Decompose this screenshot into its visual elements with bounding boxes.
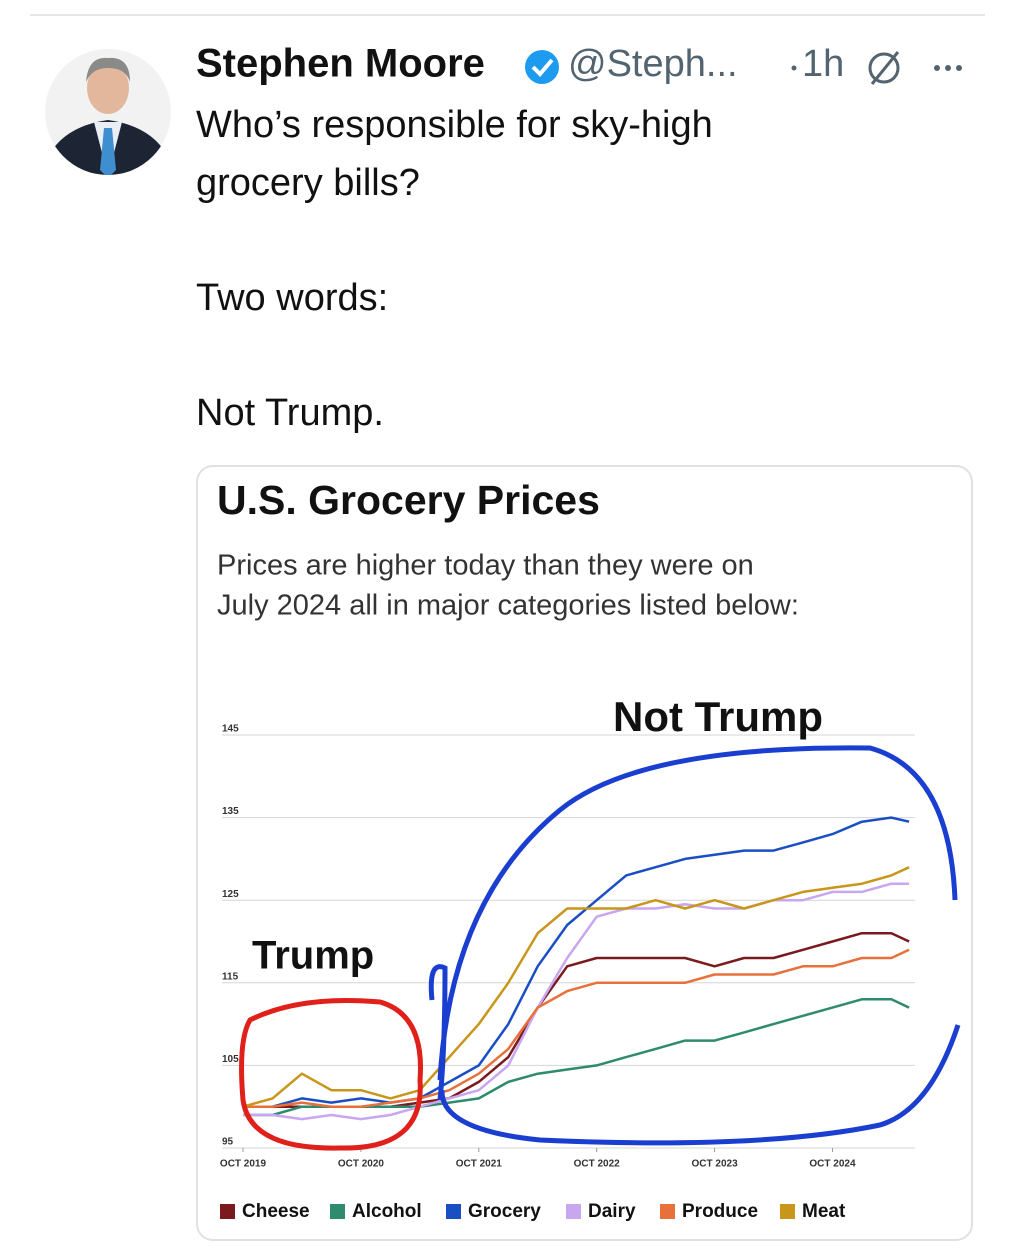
legend-label: Dairy [588,1201,636,1222]
user-name[interactable]: Stephen Moore [196,42,485,86]
x-tick-label: OCT 2020 [338,1159,385,1170]
legend-label: Meat [802,1201,846,1222]
legend-swatch [220,1204,235,1219]
series-line [243,882,910,1121]
x-tick-label: OCT 2024 [809,1159,856,1170]
post-text: Not Trump. [196,392,384,434]
hand-drawn-circle [428,745,961,1146]
legend-label: Grocery [468,1201,541,1222]
legend-swatch [330,1204,345,1219]
annotation: Trump [252,934,374,978]
more-menu[interactable] [934,65,962,71]
y-tick-label: 95 [222,1137,234,1148]
post-text: Two words: [196,277,388,319]
x-tick-label: OCT 2021 [456,1159,503,1170]
verified-badge [525,50,559,84]
y-tick-label: 145 [222,724,239,735]
series-line [242,866,910,1108]
legend-swatch [780,1204,795,1219]
post-text: grocery bills? [196,162,420,204]
chart-subtitle: Prices are higher today than they were o… [217,550,754,582]
post-time[interactable]: 1h [802,43,844,85]
legend-swatch [446,1204,461,1219]
grok-icon[interactable] [868,51,900,85]
series-line [243,948,910,1108]
hand-drawn-circle [239,998,423,1151]
legend-label: Produce [682,1201,758,1222]
legend: Cheese Alcohol Grocery Dairy Produce Meat [220,1201,846,1222]
separator [791,65,797,71]
media-card[interactable] [196,465,973,1241]
series-line [243,816,910,1108]
legend-swatch [660,1204,675,1219]
chart-subtitle: July 2024 all in major categories listed… [217,590,799,622]
annotation: Not Trump [613,693,823,740]
y-tick-label: 115 [222,971,239,982]
post-text: Who’s responsible for sky-high [196,104,713,146]
chart-title: U.S. Grocery Prices [217,477,600,523]
legend-swatch [566,1204,581,1219]
x-tick-label: OCT 2022 [574,1159,621,1170]
y-tick-label: 135 [222,806,239,817]
avatar[interactable] [40,49,176,180]
y-tick-label: 125 [222,889,239,900]
x-tick-label: OCT 2019 [220,1159,267,1170]
user-handle[interactable]: @Steph... [568,43,738,85]
x-tick-label: OCT 2023 [692,1159,739,1170]
y-tick-label: 105 [222,1054,239,1065]
legend-label: Cheese [242,1201,310,1222]
legend-label: Alcohol [352,1201,422,1222]
